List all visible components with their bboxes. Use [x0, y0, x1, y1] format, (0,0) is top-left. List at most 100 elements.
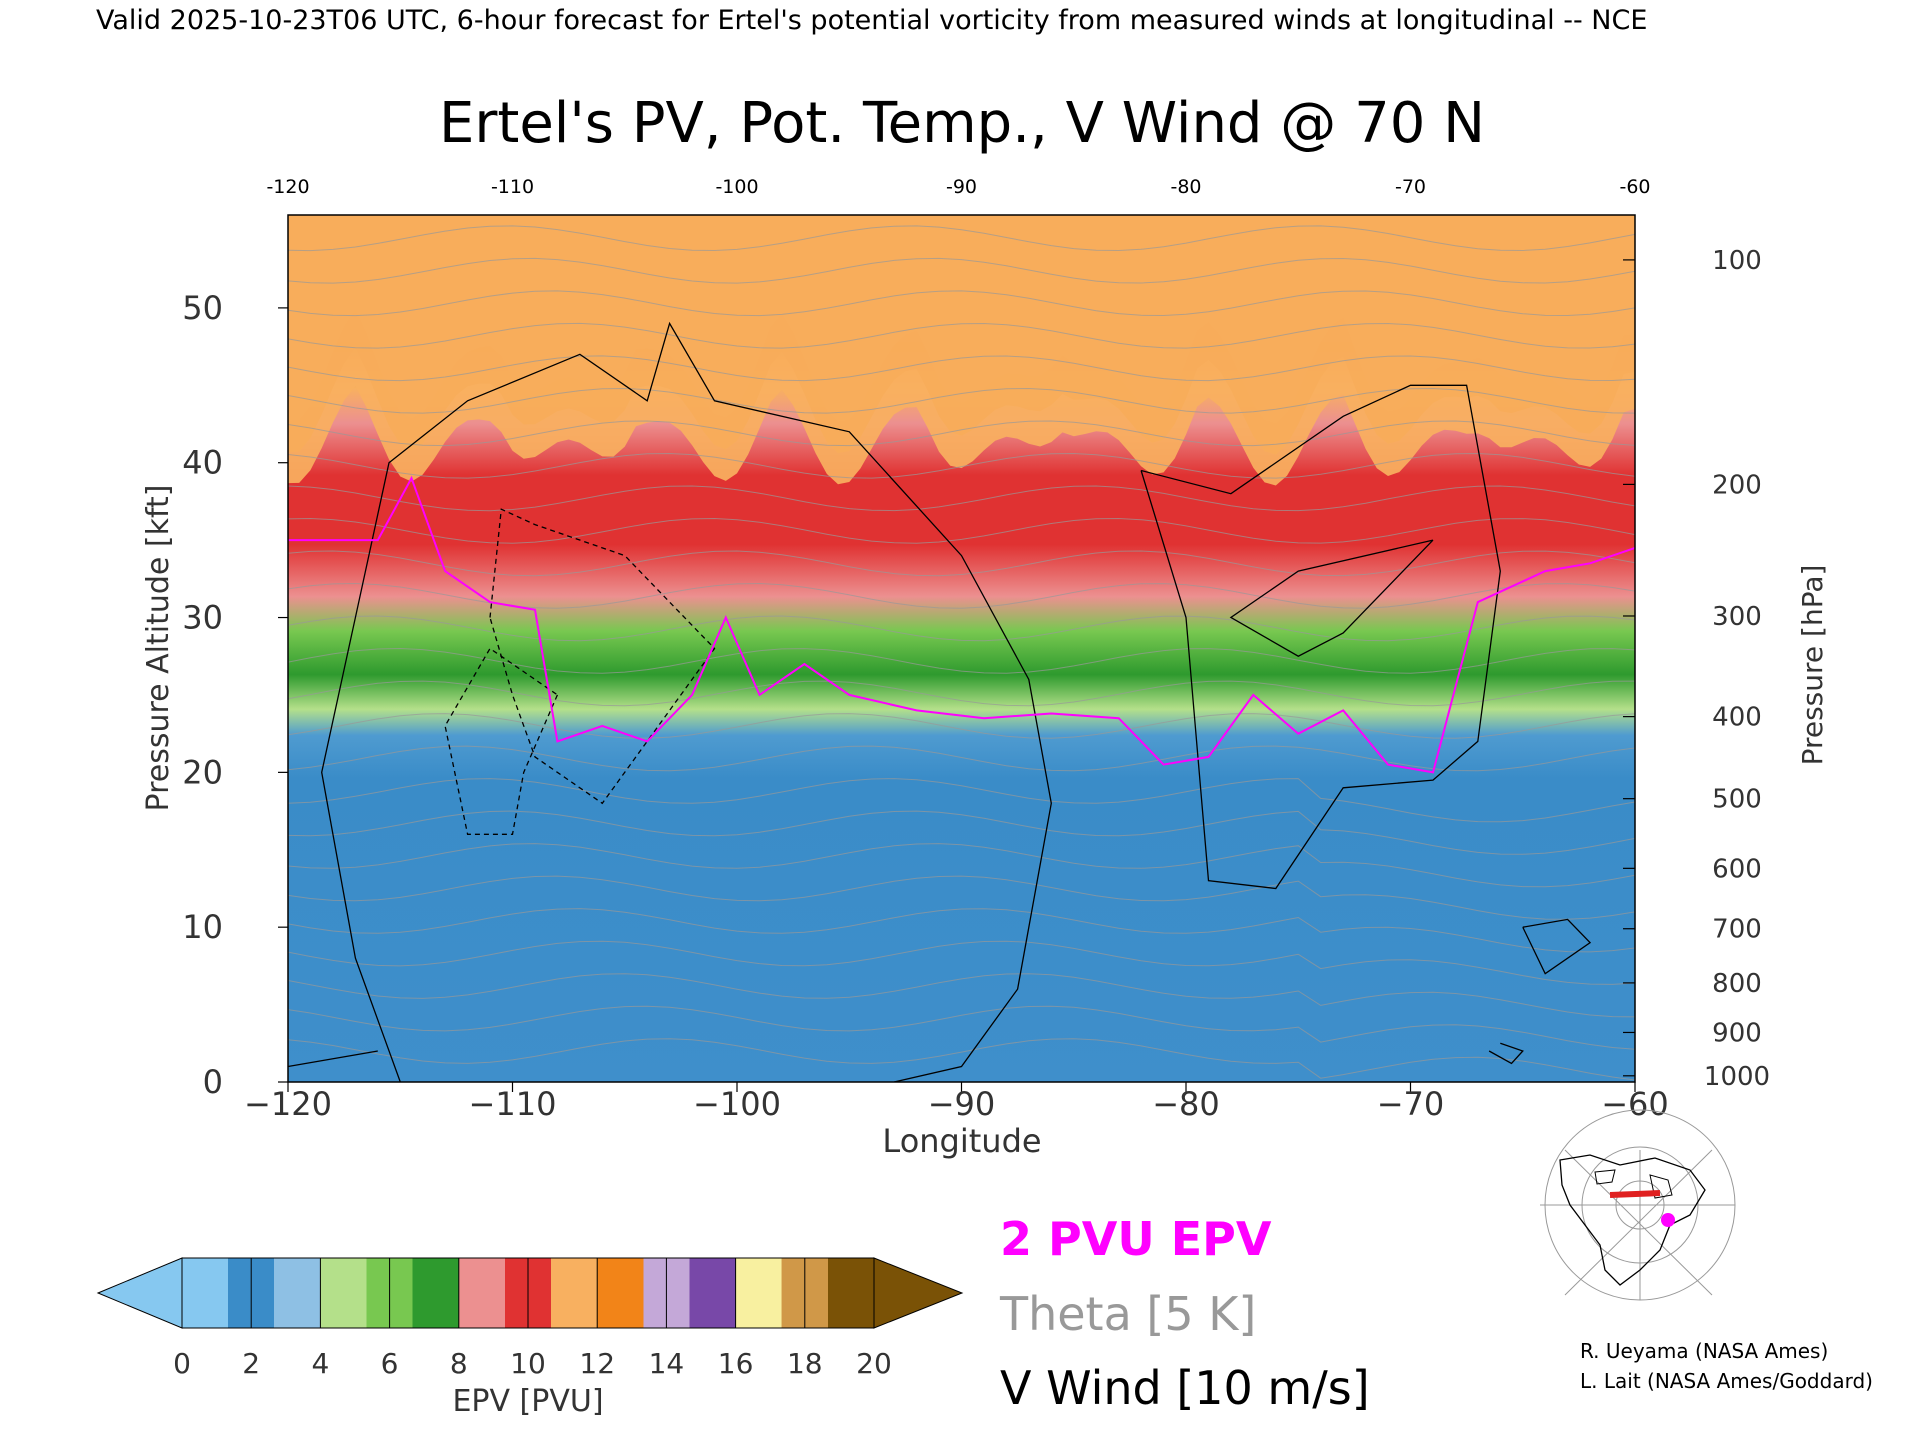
- pressure-tick-label: 300: [1712, 602, 1762, 632]
- x-tick-label: −80: [1152, 1085, 1220, 1123]
- theta-contour-12: [288, 647, 1635, 674]
- theta-contour-8: [288, 778, 1635, 823]
- colorbar-tick-label: 20: [856, 1347, 892, 1380]
- locator-map: [1540, 1109, 1736, 1301]
- vwind-contour-0: [321, 321, 1052, 1082]
- legend-pv2: 2 PVU EPV: [1000, 1212, 1272, 1266]
- colorbar-separators: [250, 1258, 806, 1328]
- theta-contour-21: [288, 355, 1635, 382]
- pressure-tick-label: 900: [1712, 1018, 1762, 1048]
- vwind-contour-5: [1488, 1042, 1524, 1065]
- legend-theta: Theta [5 K]: [999, 1287, 1256, 1341]
- y-tick-label: 40: [182, 444, 223, 482]
- colorbar-over-arrow: [873, 1257, 964, 1329]
- pressure-tick-label: 500: [1712, 785, 1762, 815]
- theta-contour-24: [288, 257, 1635, 284]
- x-tick-label: −90: [928, 1085, 996, 1123]
- theta-contour-22: [288, 322, 1635, 349]
- y-tick-label: 20: [182, 753, 223, 791]
- y-axis-altitude: 0 10 20 30 40 50: [182, 289, 288, 1101]
- top-tick-label: -120: [266, 176, 309, 198]
- pv-2pvu-contour: [288, 475, 1635, 774]
- colorbar: 0 2 4 6 8 10 12 14 16 18 20 EPV [PVU]: [96, 1257, 964, 1419]
- legend: 2 PVU EPV Theta [5 K] V Wind [10 m/s]: [999, 1212, 1370, 1415]
- theta-contour-6: [288, 843, 1635, 888]
- y-tick-label: 50: [182, 289, 223, 327]
- x-axis-label: Longitude: [882, 1122, 1041, 1160]
- theta-contour-23: [288, 290, 1635, 317]
- top-tick-label: -60: [1619, 176, 1650, 198]
- vwind-contour-7: [444, 647, 558, 835]
- y-axis-label: Pressure Altitude [kft]: [141, 485, 176, 812]
- theta-contour-13: [288, 615, 1635, 642]
- pressure-tick-label: 200: [1712, 470, 1762, 500]
- vwind-contour-1: [288, 1050, 378, 1068]
- theta-contour-7: [288, 810, 1635, 855]
- colorbar-tick-label: 6: [381, 1347, 399, 1380]
- colorbar-tick-label: 14: [649, 1347, 685, 1380]
- continent-outline: [1559, 1154, 1706, 1286]
- v-wind-contours: [288, 321, 1592, 1082]
- stratospheric-pv-bands: [288, 215, 1635, 486]
- credit-line-2: L. Lait (NASA Ames/Goddard): [1580, 1369, 1873, 1393]
- y-axis-pressure: 100 200 300 400 500 600 700 800 900 1000: [1623, 246, 1770, 1092]
- top-longitude-axis: -120 -110 -100 -90 -80 -70 -60: [266, 176, 1650, 198]
- theta-contour-11: [288, 680, 1635, 707]
- theta-contour-5: [288, 875, 1635, 920]
- vwind-contour-3: [1229, 539, 1434, 657]
- theta-contour-3: [288, 940, 1635, 985]
- theta-contour-15: [288, 550, 1635, 577]
- colorbar-tick-label: 18: [787, 1347, 823, 1380]
- location-marker: [1661, 1213, 1675, 1227]
- theta-contour-19: [288, 420, 1635, 447]
- x-tick-label: −110: [469, 1085, 557, 1123]
- valid-time-header: Valid 2025-10-23T06 UTC, 6-hour forecast…: [96, 5, 1647, 36]
- x-tick-label: −100: [693, 1085, 781, 1123]
- pressure-axis-label: Pressure [hPa]: [1796, 565, 1829, 766]
- pressure-tick-label: 800: [1712, 969, 1762, 999]
- top-tick-label: -80: [1170, 176, 1201, 198]
- pressure-tick-label: 600: [1712, 854, 1762, 884]
- theta-contour-18: [288, 452, 1635, 479]
- colorbar-tick-label: 0: [173, 1347, 191, 1380]
- pressure-tick-label: 1000: [1704, 1062, 1770, 1092]
- y-tick-label: 10: [182, 908, 223, 946]
- colorbar-tick-label: 2: [242, 1347, 260, 1380]
- plot-area: [288, 215, 1635, 1082]
- legend-vwind: V Wind [10 m/s]: [1000, 1361, 1370, 1415]
- pressure-tick-label: 400: [1712, 703, 1762, 733]
- vwind-contour-2: [1140, 384, 1501, 890]
- pressure-tick-label: 100: [1712, 246, 1762, 276]
- theta-contour-20: [288, 387, 1635, 414]
- x-tick-label: −60: [1601, 1085, 1669, 1123]
- colorbar-tick-label: 4: [311, 1347, 329, 1380]
- theta-contours: [288, 225, 1635, 1081]
- top-tick-label: -110: [491, 176, 534, 198]
- vwind-contour-6: [489, 508, 716, 805]
- pv-band-5: [288, 215, 1635, 486]
- top-tick-label: -90: [946, 176, 977, 198]
- y-tick-label: 30: [182, 599, 223, 637]
- x-tick-label: −70: [1377, 1085, 1445, 1123]
- theta-contour-4: [288, 908, 1635, 953]
- theta-contour-16: [288, 517, 1635, 544]
- chart-title: Ertel's PV, Pot. Temp., V Wind @ 70 N: [439, 91, 1485, 156]
- colorbar-tick-label: 8: [450, 1347, 468, 1380]
- cross-section-line: [1609, 1190, 1661, 1198]
- colorbar-under-arrow: [96, 1257, 183, 1329]
- theta-contour-17: [288, 485, 1635, 512]
- colorbar-tick-labels: 0 2 4 6 8 10 12 14 16 18 20: [173, 1347, 892, 1380]
- pressure-tick-label: 700: [1712, 915, 1762, 945]
- colorbar-tick-label: 16: [718, 1347, 754, 1380]
- x-tick-label: −120: [244, 1085, 332, 1123]
- theta-contour-1: [288, 1005, 1635, 1050]
- x-axis: −120 −110 −100 −90 −80 −70 −60: [244, 1082, 1669, 1123]
- theta-contour-0: [288, 1038, 1635, 1081]
- theta-contour-25: [288, 225, 1635, 252]
- colorbar-tick-label: 12: [579, 1347, 615, 1380]
- theta-contour-9: [288, 745, 1635, 772]
- theta-contour-2: [288, 973, 1635, 1018]
- top-tick-label: -100: [715, 176, 758, 198]
- colorbar-label: EPV [PVU]: [452, 1384, 603, 1419]
